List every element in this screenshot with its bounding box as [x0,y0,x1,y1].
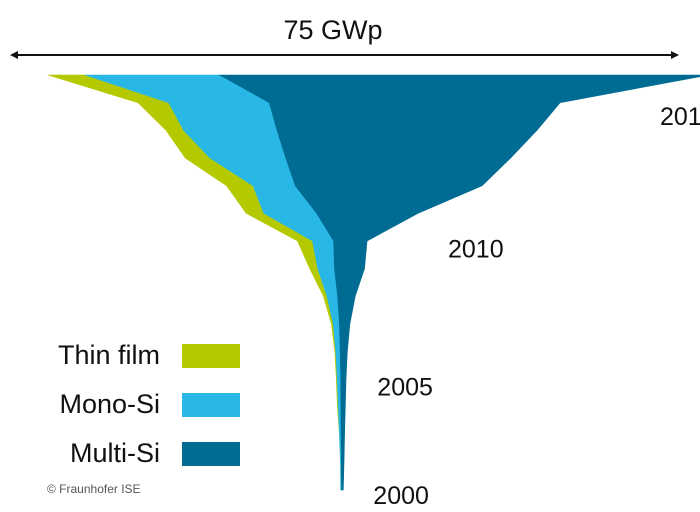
year-label-2000: 2000 [373,482,429,510]
bracket-left-arrowhead [10,51,18,59]
year-label-2015: 2015 [660,103,700,131]
year-labels: 2015 2010 2005 2000 [373,103,700,510]
chart-title: 75 GWp [283,15,382,45]
year-label-2010: 2010 [448,235,504,263]
title-bracket: 75 GWp [10,15,679,59]
area-multi-si [218,74,700,491]
year-label-2005: 2005 [377,374,433,402]
bracket-right-arrowhead [671,51,679,59]
chart-areas [47,74,700,491]
copyright-credit: © Fraunhofer ISE [47,482,141,496]
